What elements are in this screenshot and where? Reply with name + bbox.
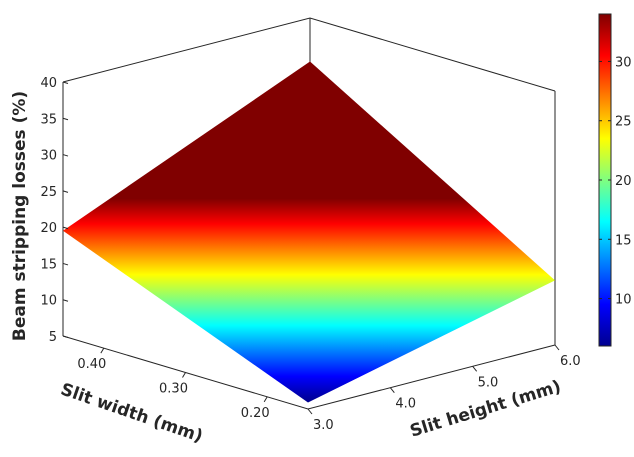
surface-patch xyxy=(63,61,555,403)
z-tick-mark xyxy=(62,299,69,302)
z-tick-label: 15 xyxy=(40,257,57,272)
x-tick-mark xyxy=(100,347,105,354)
z-tick-mark xyxy=(62,190,69,193)
x-axis-ticks: 0.20 0.30 0.40 xyxy=(77,347,270,421)
x-tick-label: 0.40 xyxy=(77,357,106,372)
x-tick-mark xyxy=(263,396,268,403)
z-tick-mark xyxy=(62,262,69,266)
z-tick-label: 35 xyxy=(40,112,57,127)
colorbar-tick-label: 20 xyxy=(615,174,632,189)
x-tick-mark xyxy=(182,372,186,378)
colorbar-tick-label: 25 xyxy=(615,115,632,130)
z-tick-mark xyxy=(62,335,69,338)
y-tick-label: 5.0 xyxy=(478,375,499,390)
y-tick-label: 4.0 xyxy=(395,397,416,412)
z-tick-label: 5 xyxy=(49,330,57,345)
z-tick-mark xyxy=(62,81,69,84)
z-tick-mark xyxy=(62,154,69,157)
y-tick-label: 3.0 xyxy=(313,418,334,433)
y-tick-label: 6.0 xyxy=(560,354,581,369)
x-tick-label: 0.30 xyxy=(159,382,188,397)
z-tick-label: 40 xyxy=(40,76,57,91)
z-tick-label: 10 xyxy=(40,294,57,309)
y-tick-mark xyxy=(389,387,395,393)
z-tick-label: 30 xyxy=(40,149,57,164)
x-tick-label: 0.20 xyxy=(241,406,270,421)
colorbar-tick-label: 30 xyxy=(615,55,632,70)
y-tick-mark xyxy=(307,408,313,415)
z-tick-label: 20 xyxy=(40,221,57,236)
z-tick-mark xyxy=(62,117,69,121)
colorbar-tick-label: 15 xyxy=(615,233,632,248)
colorbar-ticks: 10 15 20 25 30 xyxy=(599,55,632,308)
y-tick-mark xyxy=(472,366,478,372)
z-axis-ticks: 5 10 15 20 25 30 35 40 xyxy=(40,76,69,345)
box-top-edge xyxy=(62,17,556,92)
y-tick-mark xyxy=(554,344,560,351)
z-tick-mark xyxy=(62,226,69,230)
surface-layer xyxy=(63,61,555,403)
z-axis-label: Beam stripping losses (%) xyxy=(10,91,30,341)
y-axis-ticks: 3.0 4.0 5.0 6.0 xyxy=(307,344,581,433)
colorbar-tick-label: 10 xyxy=(615,293,632,308)
z-tick-label: 25 xyxy=(40,185,57,200)
